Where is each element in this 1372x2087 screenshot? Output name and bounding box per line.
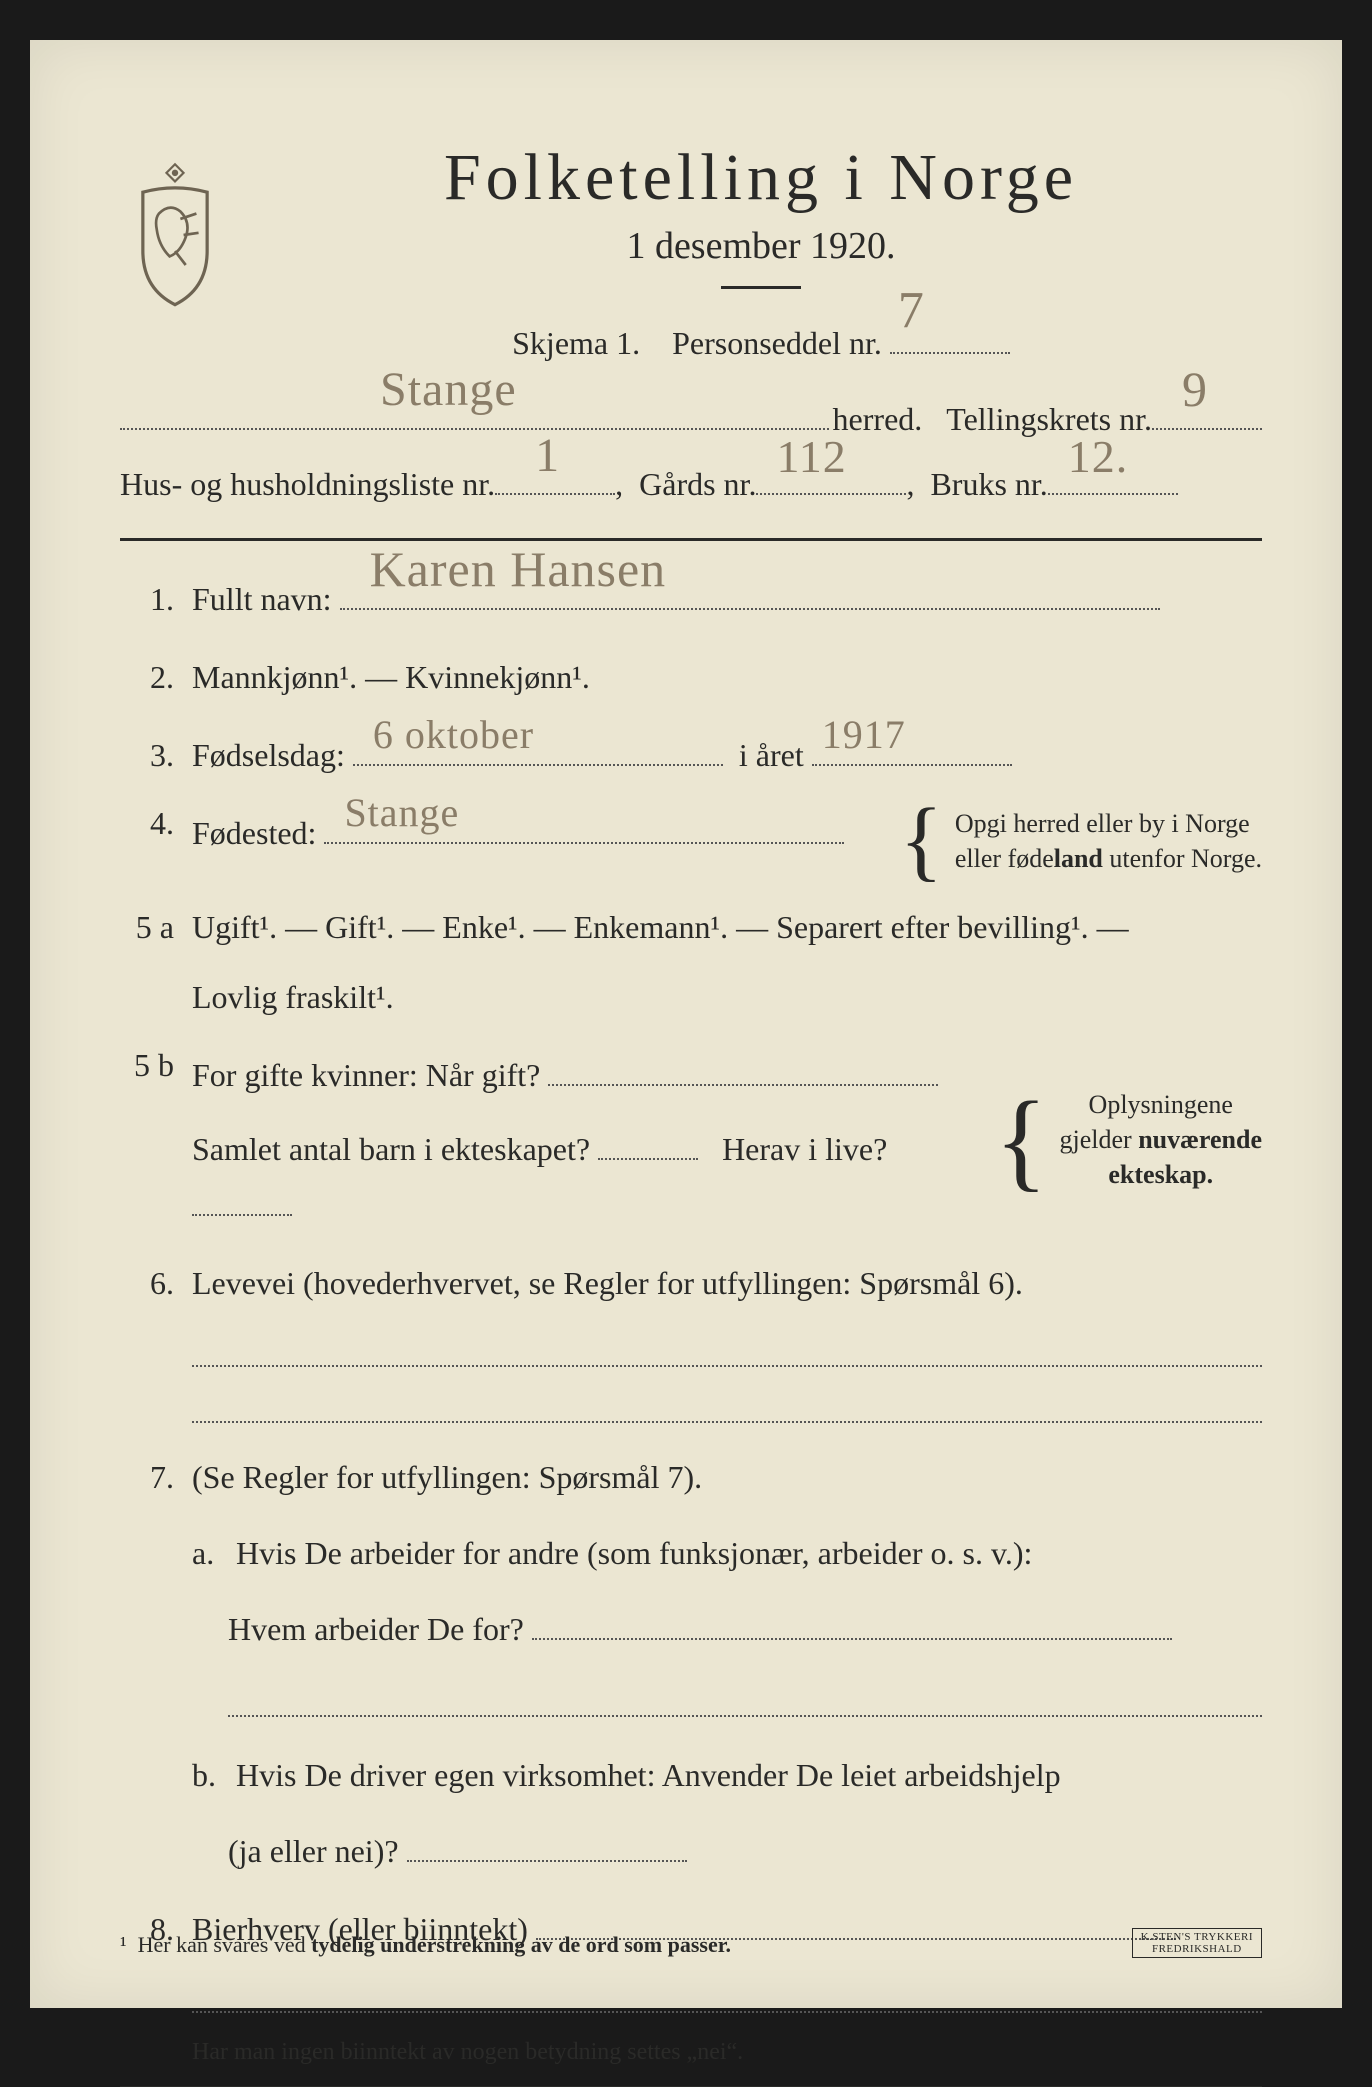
q1-value: Karen Hansen: [370, 526, 667, 614]
q4-hint-1: Opgi herred eller by i Norge: [955, 806, 1262, 841]
bruks-label: Bruks nr.: [930, 456, 1047, 514]
meta-row-3: Hus- og husholdningsliste nr. 1 , Gårds …: [120, 456, 1262, 514]
bottom-row: ¹ Her kan svares ved tydelig understrekn…: [120, 1928, 1262, 1958]
q2-num: 2.: [120, 659, 174, 696]
q3-year-label: i året: [739, 737, 804, 773]
question-3: 3. Fødselsdag: 6 oktober i året 1917: [120, 727, 1262, 783]
q5a-line2: Lovlig fraskilt¹.: [192, 969, 1262, 1025]
q7a-l2: Hvem arbeider De for?: [228, 1611, 524, 1647]
schema-label: Skjema 1.: [512, 325, 640, 361]
q7b-field: [407, 1833, 687, 1862]
stamp-l2: FREDRIKSHALD: [1141, 1943, 1253, 1955]
census-form-page: Folketelling i Norge 1 desember 1920. Sk…: [30, 40, 1342, 2008]
q5b-hint-2b: nuværende: [1138, 1125, 1262, 1154]
q4-value: Stange: [344, 778, 459, 848]
brace-icon: {: [900, 805, 943, 877]
gards-label: Gårds nr.: [639, 456, 756, 514]
q7a-label: a.: [192, 1525, 228, 1581]
stamp-l1: K.STEN'S TRYKKERI: [1141, 1931, 1253, 1943]
coat-of-arms-icon: [120, 160, 230, 310]
q5a-text: Ugift¹. — Gift¹. — Enke¹. — Enkemann¹. —…: [192, 899, 1262, 955]
q3-day-field: 6 oktober: [353, 737, 723, 766]
q3-label: Fødselsdag:: [192, 737, 345, 773]
question-2: 2. Mannkjønn¹. — Kvinnekjønn¹.: [120, 649, 1262, 705]
q5b-gift-field: [548, 1057, 938, 1086]
q1-num: 1.: [120, 581, 174, 618]
q6-num: 6.: [120, 1265, 174, 1302]
personseddel-nr: 7: [898, 264, 925, 358]
q5b-l1: For gifte kvinner: Når gift?: [192, 1057, 540, 1093]
q7-num: 7.: [120, 1459, 174, 1496]
herred-field: Stange: [120, 391, 829, 429]
header: Folketelling i Norge 1 desember 1920. Sk…: [120, 140, 1262, 381]
q4-label: Fødested:: [192, 815, 316, 851]
q4-hint: { Opgi herred eller by i Norge eller fød…: [900, 805, 1262, 877]
q4-field: Stange: [324, 815, 844, 844]
q5b-hint: { Oplysningene gjelder nuværende ekteska…: [995, 1087, 1262, 1192]
q6-text: Levevei (hovederhvervet, se Regler for u…: [192, 1255, 1262, 1311]
q1-field: Karen Hansen: [340, 581, 1160, 610]
q7b-l1: Hvis De driver egen virksomhet: Anvender…: [236, 1757, 1061, 1793]
q5b-hint-1: Oplysningene: [1060, 1087, 1262, 1122]
q3-day: 6 oktober: [373, 700, 534, 770]
printer-stamp: K.STEN'S TRYKKERI FREDRIKSHALD: [1132, 1928, 1262, 1958]
q7a-field: [532, 1611, 1172, 1640]
title-divider: [721, 286, 801, 289]
q1-label: Fullt navn:: [192, 581, 332, 617]
q7b-label: b.: [192, 1747, 228, 1803]
q5b-hint-2a: gjelder: [1060, 1125, 1139, 1154]
page-subtitle: 1 desember 1920.: [260, 224, 1262, 268]
q7a-line-2: [228, 1691, 1262, 1717]
q6-line-1: [192, 1337, 1262, 1367]
q5b-num: 5 b: [120, 1047, 174, 1084]
tellingskrets-field: 9: [1152, 391, 1262, 429]
q4-num: 4.: [120, 805, 174, 842]
section-divider: [120, 538, 1262, 541]
q3-year-field: 1917: [812, 737, 1012, 766]
footnote-marker: ¹: [120, 1932, 127, 1957]
question-1: 1. Fullt navn: Karen Hansen: [120, 571, 1262, 627]
gards-field: 112: [756, 457, 906, 495]
question-5a: 5 a Ugift¹. — Gift¹. — Enke¹. — Enkemann…: [120, 899, 1262, 1025]
q7a-l1: Hvis De arbeider for andre (som funksjon…: [236, 1535, 1032, 1571]
q3-year: 1917: [822, 700, 906, 770]
brace-icon: {: [995, 1096, 1048, 1184]
q5a-num: 5 a: [120, 909, 174, 946]
q5b-hint-3: ekteskap.: [1108, 1160, 1213, 1189]
herred-value: Stange: [380, 347, 517, 433]
q2-text: Mannkjønn¹. — Kvinnekjønn¹.: [192, 649, 1262, 705]
husliste-nr: 1: [535, 413, 560, 499]
personseddel-nr-field: 7: [890, 316, 1010, 354]
q4-hint-2b: land: [1054, 844, 1103, 873]
question-6: 6. Levevei (hovederhvervet, se Regler fo…: [120, 1255, 1262, 1311]
q4-hint-2a: eller føde: [955, 844, 1054, 873]
q3-num: 3.: [120, 737, 174, 774]
tail-note: Har man ingen biinntekt av nogen betydni…: [192, 2039, 1262, 2066]
question-4: 4. Fødested: Stange { Opgi herred eller …: [120, 805, 1262, 877]
footnote-text: Her kan svares ved tydelig understreknin…: [138, 1932, 731, 1957]
bruks-field: 12.: [1048, 457, 1178, 495]
q5b-barn-field: [598, 1131, 698, 1160]
q7-intro: (Se Regler for utfyllingen: Spørsmål 7).: [192, 1449, 1262, 1505]
q4-hint-2c: utenfor Norge.: [1103, 844, 1262, 873]
husliste-label: Hus- og husholdningsliste nr.: [120, 456, 495, 514]
q6-line-2: [192, 1393, 1262, 1423]
question-5b: 5 b For gifte kvinner: Når gift? Samlet …: [120, 1047, 1262, 1233]
q5b-l2b: Herav i live?: [722, 1131, 887, 1167]
personseddel-label: Personseddel nr.: [672, 325, 882, 361]
husliste-field: 1: [495, 457, 615, 495]
tellingskrets-nr: 9: [1182, 344, 1208, 434]
q7b-l2: (ja eller nei)?: [228, 1833, 399, 1869]
gards-nr: 112: [776, 416, 846, 499]
q5b-live-field: [192, 1187, 292, 1216]
page-title: Folketelling i Norge: [260, 140, 1262, 216]
q5b-l2a: Samlet antal barn i ekteskapet?: [192, 1131, 590, 1167]
q8-line-2: [192, 1983, 1262, 2013]
bruks-nr: 12.: [1068, 416, 1129, 499]
question-7: 7. (Se Regler for utfyllingen: Spørsmål …: [120, 1449, 1262, 1879]
